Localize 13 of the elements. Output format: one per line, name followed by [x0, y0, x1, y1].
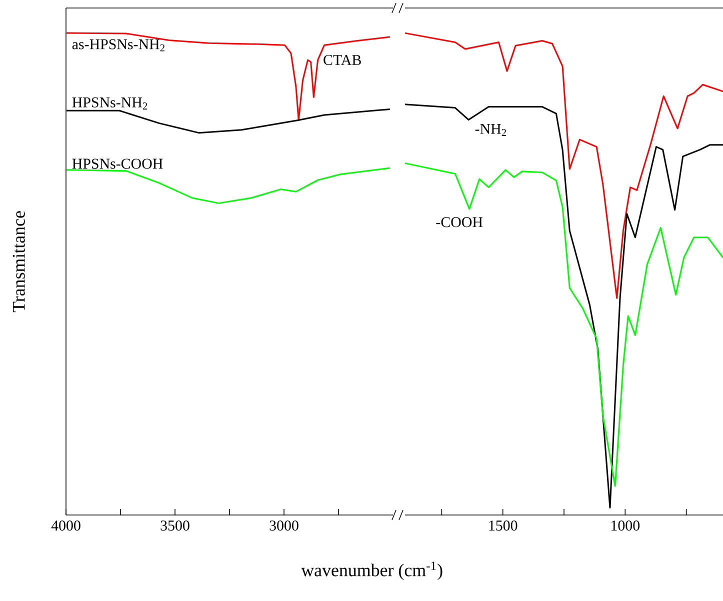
x-tick-label: 3000: [270, 520, 298, 531]
series-label: as-HPSNs-NH$_{2}$: [72, 39, 165, 52]
x-tick-label: 1000: [612, 520, 640, 531]
annotation: -COOH: [436, 217, 483, 228]
series-label: HPSNs-NH$_{2}$: [72, 97, 148, 110]
x-axis-title: wavenumber (cm$^{-1}$): [301, 562, 442, 580]
annotation: -NH$_{2}$: [475, 124, 506, 136]
series-label: HPSNs-COOH: [72, 158, 163, 169]
x-tick-label: 4000: [51, 520, 80, 531]
x-tick-label: 1500: [489, 520, 518, 531]
annotation: CTAB: [324, 54, 361, 65]
y-axis-title: Transmittance: [12, 211, 25, 312]
x-tick-label: 3500: [160, 520, 190, 531]
